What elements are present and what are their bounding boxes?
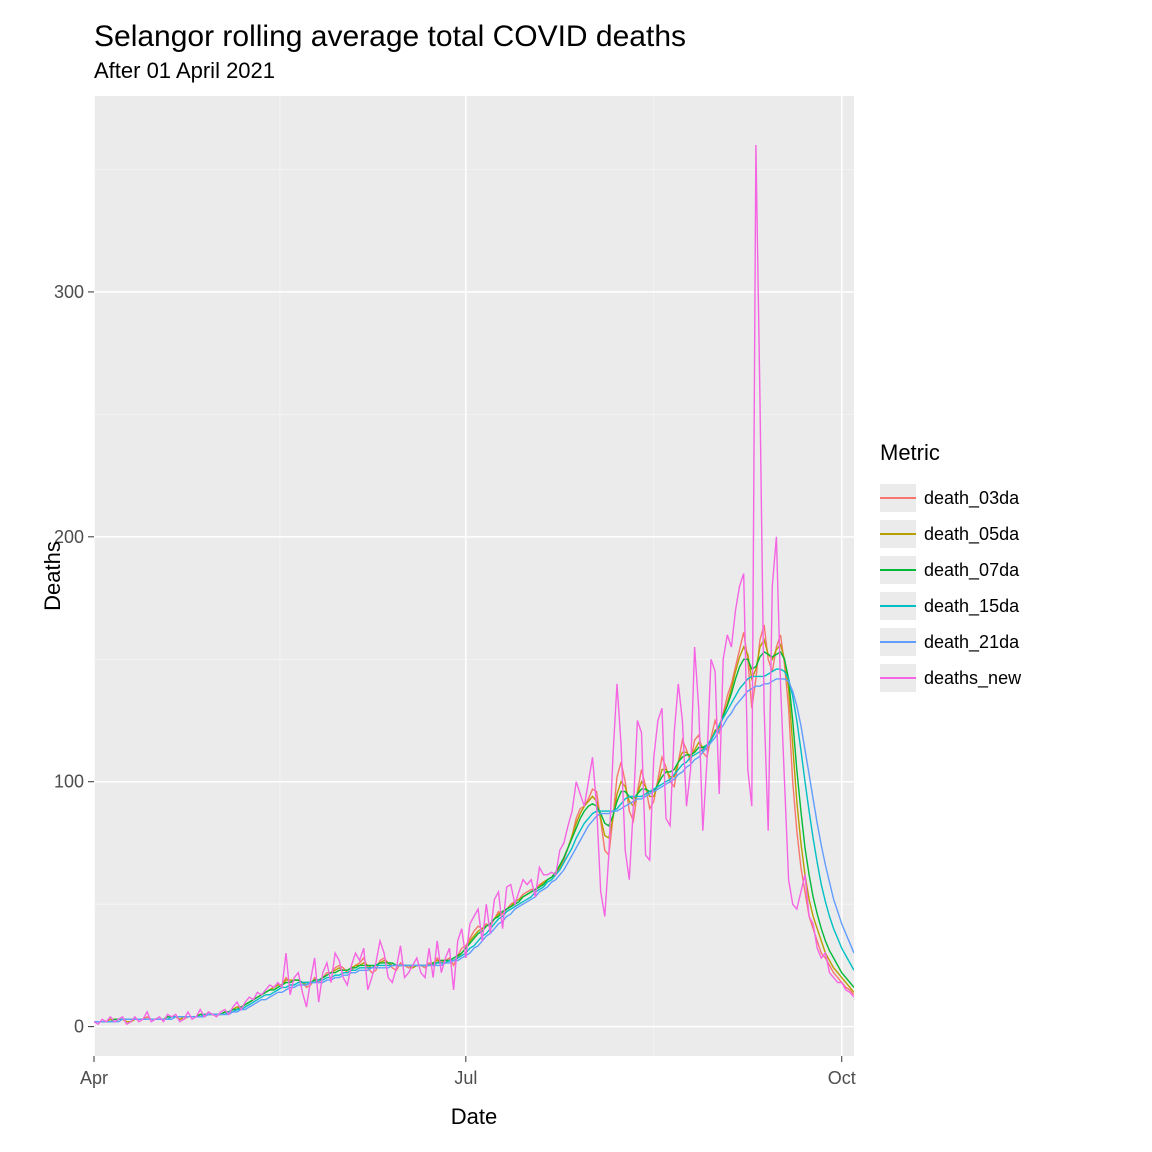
x-tick-label: Oct (828, 1068, 856, 1088)
legend-key (880, 592, 916, 620)
legend-line-icon (880, 533, 916, 535)
legend-line-icon (880, 497, 916, 499)
legend-label: death_05da (924, 524, 1019, 545)
legend-item-deaths_new: deaths_new (880, 660, 1021, 696)
legend-title: Metric (880, 440, 1021, 466)
legend-item-death_07da: death_07da (880, 552, 1021, 588)
chart-container: Selangor rolling average total COVID dea… (0, 0, 1152, 1152)
x-tick-label: Apr (80, 1068, 108, 1088)
legend-label: death_15da (924, 596, 1019, 617)
legend-line-icon (880, 605, 916, 607)
legend-label: death_07da (924, 560, 1019, 581)
y-tick-label: 0 (74, 1017, 84, 1037)
chart-subtitle: After 01 April 2021 (94, 58, 275, 84)
plot-background (94, 96, 854, 1056)
legend-item-death_15da: death_15da (880, 588, 1021, 624)
legend-items: death_03da death_05da death_07da death_15da… (880, 480, 1021, 696)
legend-key (880, 664, 916, 692)
legend-key (880, 556, 916, 584)
plot-area (94, 96, 854, 1056)
legend-line-icon (880, 677, 916, 679)
y-tick-label: 100 (54, 772, 84, 792)
y-axis-title: Deaths (40, 541, 66, 611)
chart-title: Selangor rolling average total COVID dea… (94, 20, 686, 54)
legend-label: death_03da (924, 488, 1019, 509)
x-axis-title: Date (94, 1104, 854, 1130)
legend-item-death_05da: death_05da (880, 516, 1021, 552)
legend-key (880, 628, 916, 656)
legend-label: death_21da (924, 632, 1019, 653)
x-tick-label: Jul (454, 1068, 477, 1088)
legend-item-death_21da: death_21da (880, 624, 1021, 660)
legend-label: deaths_new (924, 668, 1021, 689)
legend: Metric death_03dadeath_05dadeath_07dadea… (880, 440, 1021, 696)
y-tick-label: 300 (54, 282, 84, 302)
legend-item-death_03da: death_03da (880, 480, 1021, 516)
legend-line-icon (880, 569, 916, 571)
legend-key (880, 484, 916, 512)
x-axis: AprJulOct (94, 1056, 854, 1106)
legend-line-icon (880, 641, 916, 643)
legend-key (880, 520, 916, 548)
